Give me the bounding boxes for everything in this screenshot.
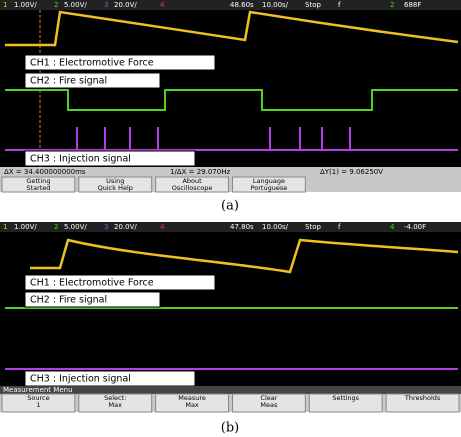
top-bar-item: 3 <box>104 1 108 9</box>
top-bar-item: 5.00V/ <box>64 223 87 231</box>
top-bar-item: 4 <box>160 223 165 231</box>
top-bar-item: Stop <box>305 223 321 231</box>
top-bar-item: 5.00V/ <box>64 1 87 9</box>
softkey-text: 1 <box>36 401 40 409</box>
top-bar-item: 20.0V/ <box>114 223 137 231</box>
page: 11.00V/25.00V/320.0V/448.60s10.00s/Stopf… <box>0 0 461 437</box>
channel-label: CH2 : Fire signal <box>30 295 107 306</box>
menu-title: Measurement Menu <box>3 386 73 394</box>
softkey-text: Settings <box>332 394 359 402</box>
top-bar-item: 2 <box>54 223 58 231</box>
channel-label: CH1 : Electromotive Force <box>30 58 154 69</box>
top-bar-item: 1 <box>3 1 7 9</box>
channel-label: CH3 : Injection signal <box>30 374 131 385</box>
softkey-text: Max <box>185 401 199 409</box>
channel-label: CH3 : Injection signal <box>30 154 131 165</box>
top-bar-item: Stop <box>305 1 321 9</box>
top-bar-item: 10.00s/ <box>262 1 289 9</box>
top-bar-item: 20.0V/ <box>114 1 137 9</box>
top-bar-item: 4 <box>390 223 395 231</box>
caption: (a) <box>221 199 239 214</box>
top-bar-item: -4.00F <box>404 223 426 231</box>
caption: (b) <box>221 421 239 436</box>
top-bar-item: 1 <box>3 223 7 231</box>
softkey-text: Portuguese <box>251 184 288 192</box>
softkey-text: Max <box>109 401 123 409</box>
top-bar-item: 3 <box>104 223 108 231</box>
top-bar-item: 2 <box>54 1 58 9</box>
top-bar-item: 4 <box>160 1 165 9</box>
top-bar-item: 48.60s <box>230 1 254 9</box>
softkey-text: Thresholds <box>404 394 441 402</box>
channel-label: CH2 : Fire signal <box>30 76 107 87</box>
channel-label: CH1 : Electromotive Force <box>30 278 154 289</box>
top-bar-item: 47.80s <box>230 223 254 231</box>
status-text: ΔX = 34.400000000ms <box>4 168 86 176</box>
top-bar-item: 1.00V/ <box>14 1 37 9</box>
softkey-text: Meas <box>260 401 278 409</box>
status-text: ΔY(1) = 9.06250V <box>320 168 383 176</box>
softkey-text: Started <box>26 184 50 192</box>
softkey-text: Quick Help <box>98 184 133 192</box>
top-bar-item: 1.00V/ <box>14 223 37 231</box>
top-bar-item: 10.00s/ <box>262 223 289 231</box>
status-text: 1/ΔX = 29.070Hz <box>170 168 230 176</box>
softkey-text: Oscilloscope <box>172 184 213 192</box>
top-bar-item: 688F <box>404 1 421 9</box>
top-bar-item: 2 <box>390 1 394 9</box>
